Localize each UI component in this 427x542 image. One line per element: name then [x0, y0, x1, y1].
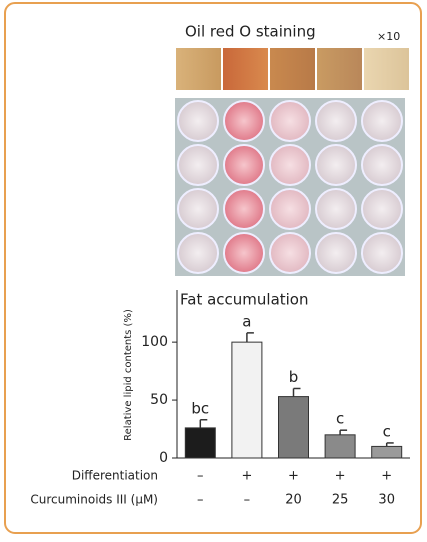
- well: [315, 100, 357, 142]
- chart-title: Fat accumulation: [180, 291, 309, 309]
- well: [361, 144, 403, 186]
- condition-value: +: [335, 469, 346, 484]
- y-tick-label: 100: [141, 334, 168, 350]
- bar: [231, 341, 263, 459]
- well: [269, 144, 311, 186]
- well: [223, 144, 265, 186]
- bar: [278, 396, 309, 459]
- significance-label: bc: [191, 399, 209, 417]
- well: [315, 232, 357, 274]
- well: [315, 188, 357, 230]
- condition-value: –: [197, 493, 204, 508]
- frame: [4, 2, 422, 534]
- condition-value: –: [197, 469, 204, 484]
- y-tick-label: 0: [159, 450, 168, 466]
- well: [269, 232, 311, 274]
- condition-value: +: [241, 469, 252, 484]
- bar: [324, 434, 356, 459]
- well: [177, 144, 219, 186]
- condition-value: 20: [285, 493, 302, 508]
- significance-label: c: [336, 410, 344, 428]
- bar: [184, 427, 216, 459]
- well: [223, 100, 265, 142]
- well: [361, 188, 403, 230]
- well: [177, 188, 219, 230]
- well: [269, 188, 311, 230]
- condition-value: 25: [332, 493, 349, 508]
- y-tick-label: 50: [150, 392, 168, 408]
- well: [223, 232, 265, 274]
- well: [361, 232, 403, 274]
- well: [361, 100, 403, 142]
- significance-label: c: [383, 422, 391, 440]
- condition-value: +: [381, 469, 392, 484]
- well: [223, 188, 265, 230]
- condition-label: Differentiation: [72, 469, 158, 483]
- image-title: Oil red O staining: [185, 23, 316, 41]
- well-plate: [175, 98, 405, 276]
- magnification: ×10: [377, 30, 400, 43]
- y-axis-label: Relative lipid contents (%): [123, 309, 134, 441]
- well: [177, 232, 219, 274]
- condition-label: Curcuminoids III (μM): [30, 493, 158, 507]
- well: [315, 144, 357, 186]
- significance-label: a: [242, 312, 251, 330]
- well: [177, 100, 219, 142]
- well: [269, 100, 311, 142]
- bar: [371, 445, 403, 459]
- condition-value: +: [288, 469, 299, 484]
- condition-value: 30: [378, 493, 395, 508]
- condition-value: –: [244, 493, 251, 508]
- micrographs: [176, 48, 409, 90]
- significance-label: b: [289, 368, 299, 386]
